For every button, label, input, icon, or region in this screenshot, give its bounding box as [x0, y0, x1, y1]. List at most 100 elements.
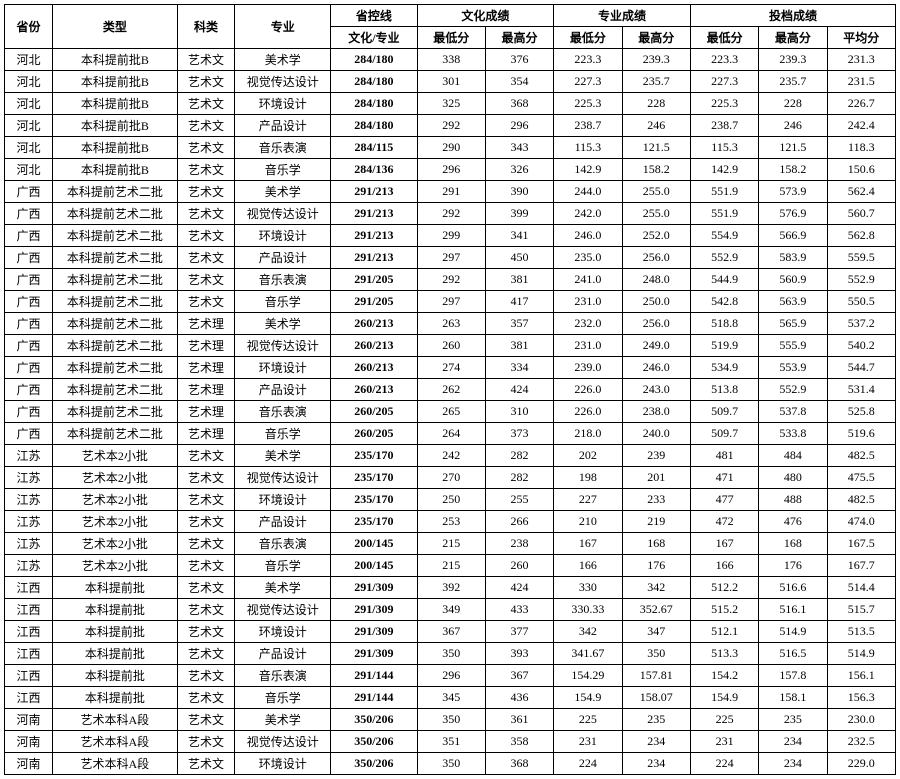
cell-subject: 艺术文 — [177, 709, 235, 731]
cell-file_avg: 562.4 — [827, 181, 895, 203]
cell-cult_max: 450 — [485, 247, 553, 269]
cell-type: 本科提前批 — [52, 665, 177, 687]
cell-subject: 艺术文 — [177, 599, 235, 621]
cell-cult_min: 290 — [417, 137, 485, 159]
cell-subject: 艺术文 — [177, 269, 235, 291]
cell-pro_min: 202 — [554, 445, 622, 467]
cell-cult_min: 270 — [417, 467, 485, 489]
cell-pro_max: 168 — [622, 533, 690, 555]
cell-control: 291/144 — [331, 687, 417, 709]
cell-pro_min: 225 — [554, 709, 622, 731]
cell-file_avg: 514.9 — [827, 643, 895, 665]
header-province: 省份 — [5, 5, 53, 49]
cell-pro_max: 256.0 — [622, 313, 690, 335]
table-row: 江西本科提前批艺术文音乐表演291/144296367154.29157.811… — [5, 665, 896, 687]
cell-type: 本科提前艺术二批 — [52, 225, 177, 247]
cell-pro_max: 352.67 — [622, 599, 690, 621]
cell-file_max: 553.9 — [759, 357, 827, 379]
cell-file_avg: 519.6 — [827, 423, 895, 445]
cell-major: 美术学 — [235, 445, 331, 467]
cell-major: 产品设计 — [235, 379, 331, 401]
cell-file_avg: 229.0 — [827, 753, 895, 775]
cell-major: 美术学 — [235, 577, 331, 599]
cell-subject: 艺术文 — [177, 137, 235, 159]
cell-subject: 艺术文 — [177, 291, 235, 313]
cell-type: 本科提前艺术二批 — [52, 335, 177, 357]
cell-major: 音乐表演 — [235, 137, 331, 159]
cell-control: 284/180 — [331, 49, 417, 71]
cell-cult_max: 343 — [485, 137, 553, 159]
cell-major: 音乐表演 — [235, 533, 331, 555]
header-pro-min: 最低分 — [554, 27, 622, 49]
cell-type: 本科提前艺术二批 — [52, 357, 177, 379]
cell-control: 235/170 — [331, 489, 417, 511]
cell-file_min: 231 — [690, 731, 758, 753]
cell-province: 河南 — [5, 753, 53, 775]
cell-pro_min: 244.0 — [554, 181, 622, 203]
cell-cult_min: 215 — [417, 533, 485, 555]
cell-control: 284/180 — [331, 115, 417, 137]
cell-control: 284/115 — [331, 137, 417, 159]
cell-control: 260/213 — [331, 335, 417, 357]
cell-cult_min: 291 — [417, 181, 485, 203]
cell-pro_min: 154.9 — [554, 687, 622, 709]
cell-province: 广西 — [5, 291, 53, 313]
cell-cult_max: 424 — [485, 577, 553, 599]
cell-province: 广西 — [5, 225, 53, 247]
cell-pro_max: 158.2 — [622, 159, 690, 181]
cell-subject: 艺术文 — [177, 577, 235, 599]
cell-control: 284/180 — [331, 71, 417, 93]
cell-file_min: 115.3 — [690, 137, 758, 159]
cell-major: 音乐学 — [235, 555, 331, 577]
cell-pro_min: 198 — [554, 467, 622, 489]
cell-type: 本科提前批B — [52, 115, 177, 137]
cell-file_avg: 474.0 — [827, 511, 895, 533]
cell-province: 河北 — [5, 115, 53, 137]
cell-province: 江苏 — [5, 489, 53, 511]
cell-pro_max: 233 — [622, 489, 690, 511]
cell-file_avg: 230.0 — [827, 709, 895, 731]
cell-file_avg: 156.1 — [827, 665, 895, 687]
cell-pro_max: 176 — [622, 555, 690, 577]
cell-file_max: 560.9 — [759, 269, 827, 291]
cell-control: 291/213 — [331, 247, 417, 269]
cell-file_max: 563.9 — [759, 291, 827, 313]
header-cult-max: 最高分 — [485, 27, 553, 49]
cell-type: 本科提前艺术二批 — [52, 269, 177, 291]
cell-major: 环境设计 — [235, 93, 331, 115]
cell-cult_max: 361 — [485, 709, 553, 731]
cell-major: 环境设计 — [235, 489, 331, 511]
table-row: 江苏艺术本2小批艺术文音乐表演200/145215238167168167168… — [5, 533, 896, 555]
cell-file_max: 533.8 — [759, 423, 827, 445]
cell-type: 本科提前批B — [52, 49, 177, 71]
cell-file_min: 518.8 — [690, 313, 758, 335]
cell-file_min: 472 — [690, 511, 758, 533]
cell-type: 本科提前批 — [52, 643, 177, 665]
cell-subject: 艺术文 — [177, 445, 235, 467]
header-culture-group: 文化成绩 — [417, 5, 554, 27]
cell-major: 产品设计 — [235, 247, 331, 269]
cell-file_min: 552.9 — [690, 247, 758, 269]
cell-pro_max: 248.0 — [622, 269, 690, 291]
cell-control: 291/213 — [331, 203, 417, 225]
cell-pro_max: 246 — [622, 115, 690, 137]
cell-province: 江西 — [5, 621, 53, 643]
cell-cult_min: 351 — [417, 731, 485, 753]
cell-pro_min: 218.0 — [554, 423, 622, 445]
cell-file_min: 238.7 — [690, 115, 758, 137]
cell-subject: 艺术理 — [177, 335, 235, 357]
cell-type: 艺术本2小批 — [52, 445, 177, 467]
cell-file_avg: 540.2 — [827, 335, 895, 357]
header-cult-min: 最低分 — [417, 27, 485, 49]
cell-type: 本科提前批 — [52, 687, 177, 709]
cell-province: 江苏 — [5, 467, 53, 489]
header-major: 专业 — [235, 5, 331, 49]
cell-pro_max: 121.5 — [622, 137, 690, 159]
cell-control: 284/180 — [331, 93, 417, 115]
cell-control: 291/213 — [331, 225, 417, 247]
cell-cult_max: 381 — [485, 335, 553, 357]
cell-type: 艺术本2小批 — [52, 511, 177, 533]
cell-file_avg: 531.4 — [827, 379, 895, 401]
cell-subject: 艺术理 — [177, 379, 235, 401]
table-row: 广西本科提前艺术二批艺术文音乐学291/205297417231.0250.05… — [5, 291, 896, 313]
